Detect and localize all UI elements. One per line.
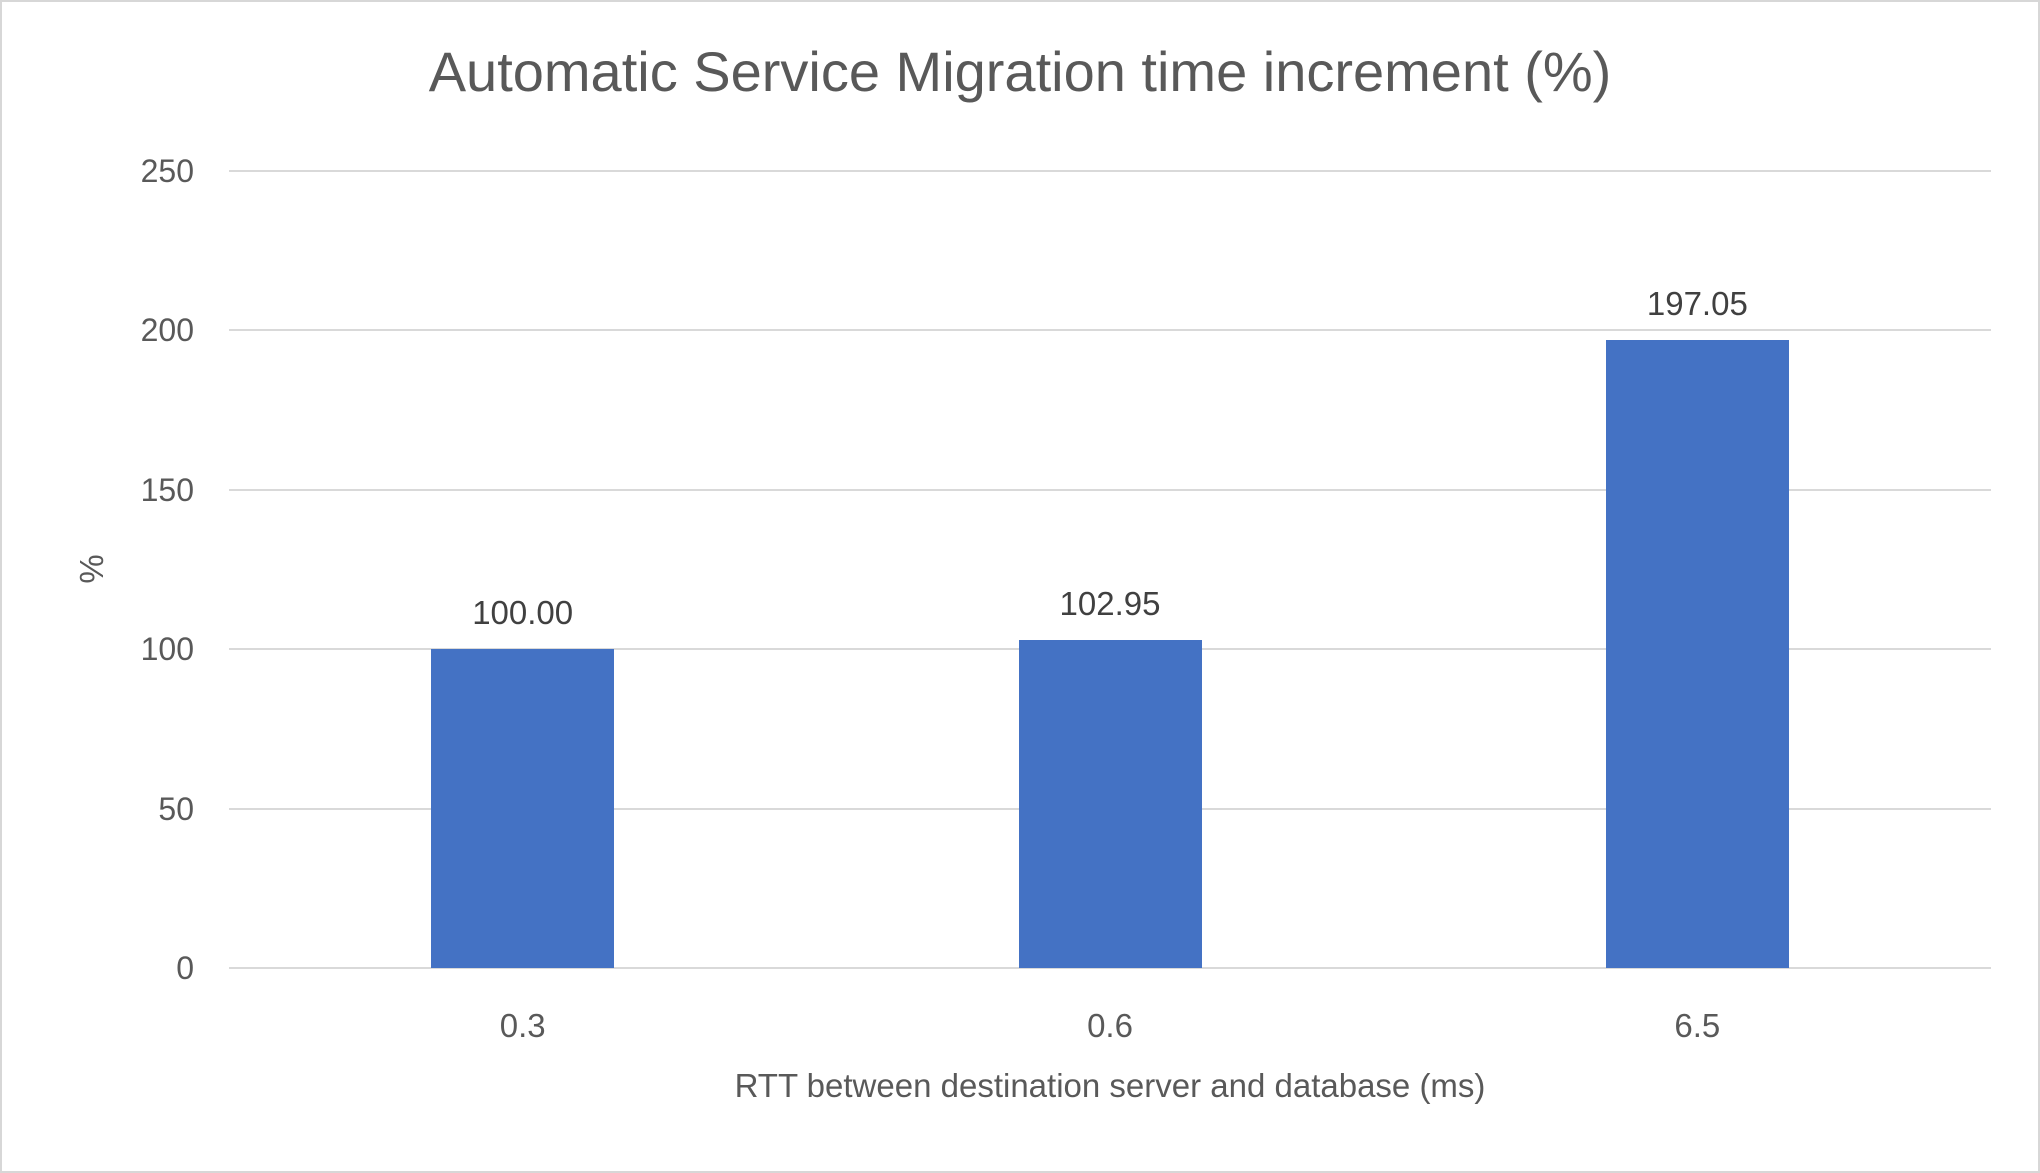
bar bbox=[1018, 639, 1202, 968]
gridline bbox=[229, 329, 1991, 332]
bar-value-label: 100.00 bbox=[472, 594, 574, 632]
chart-title: Automatic Service Migration time increme… bbox=[428, 40, 1612, 103]
x-tick-label: 0.3 bbox=[499, 1007, 546, 1044]
x-axis-title: RTT between destination server and datab… bbox=[734, 1067, 1486, 1104]
y-axis-title: % bbox=[73, 554, 110, 584]
bar-value-label: 102.95 bbox=[1059, 584, 1161, 622]
y-tick-label: 50 bbox=[158, 790, 194, 827]
y-tick-label: 250 bbox=[140, 153, 194, 189]
plot-area: 100.00 102.95 197.05 bbox=[229, 170, 1991, 969]
y-tick-label: 0 bbox=[176, 950, 194, 986]
x-tick-label: 6.5 bbox=[1674, 1007, 1721, 1044]
bar-value-label: 197.05 bbox=[1646, 284, 1748, 322]
y-tick-label: 150 bbox=[140, 471, 194, 508]
bar bbox=[431, 649, 615, 968]
y-tick-label: 200 bbox=[140, 312, 194, 349]
gridline bbox=[229, 170, 1991, 172]
y-tick-label: 100 bbox=[140, 631, 194, 668]
x-tick-label: 0.6 bbox=[1087, 1007, 1133, 1044]
gridline bbox=[229, 967, 1991, 969]
gridline bbox=[229, 488, 1991, 491]
bar bbox=[1605, 339, 1789, 968]
